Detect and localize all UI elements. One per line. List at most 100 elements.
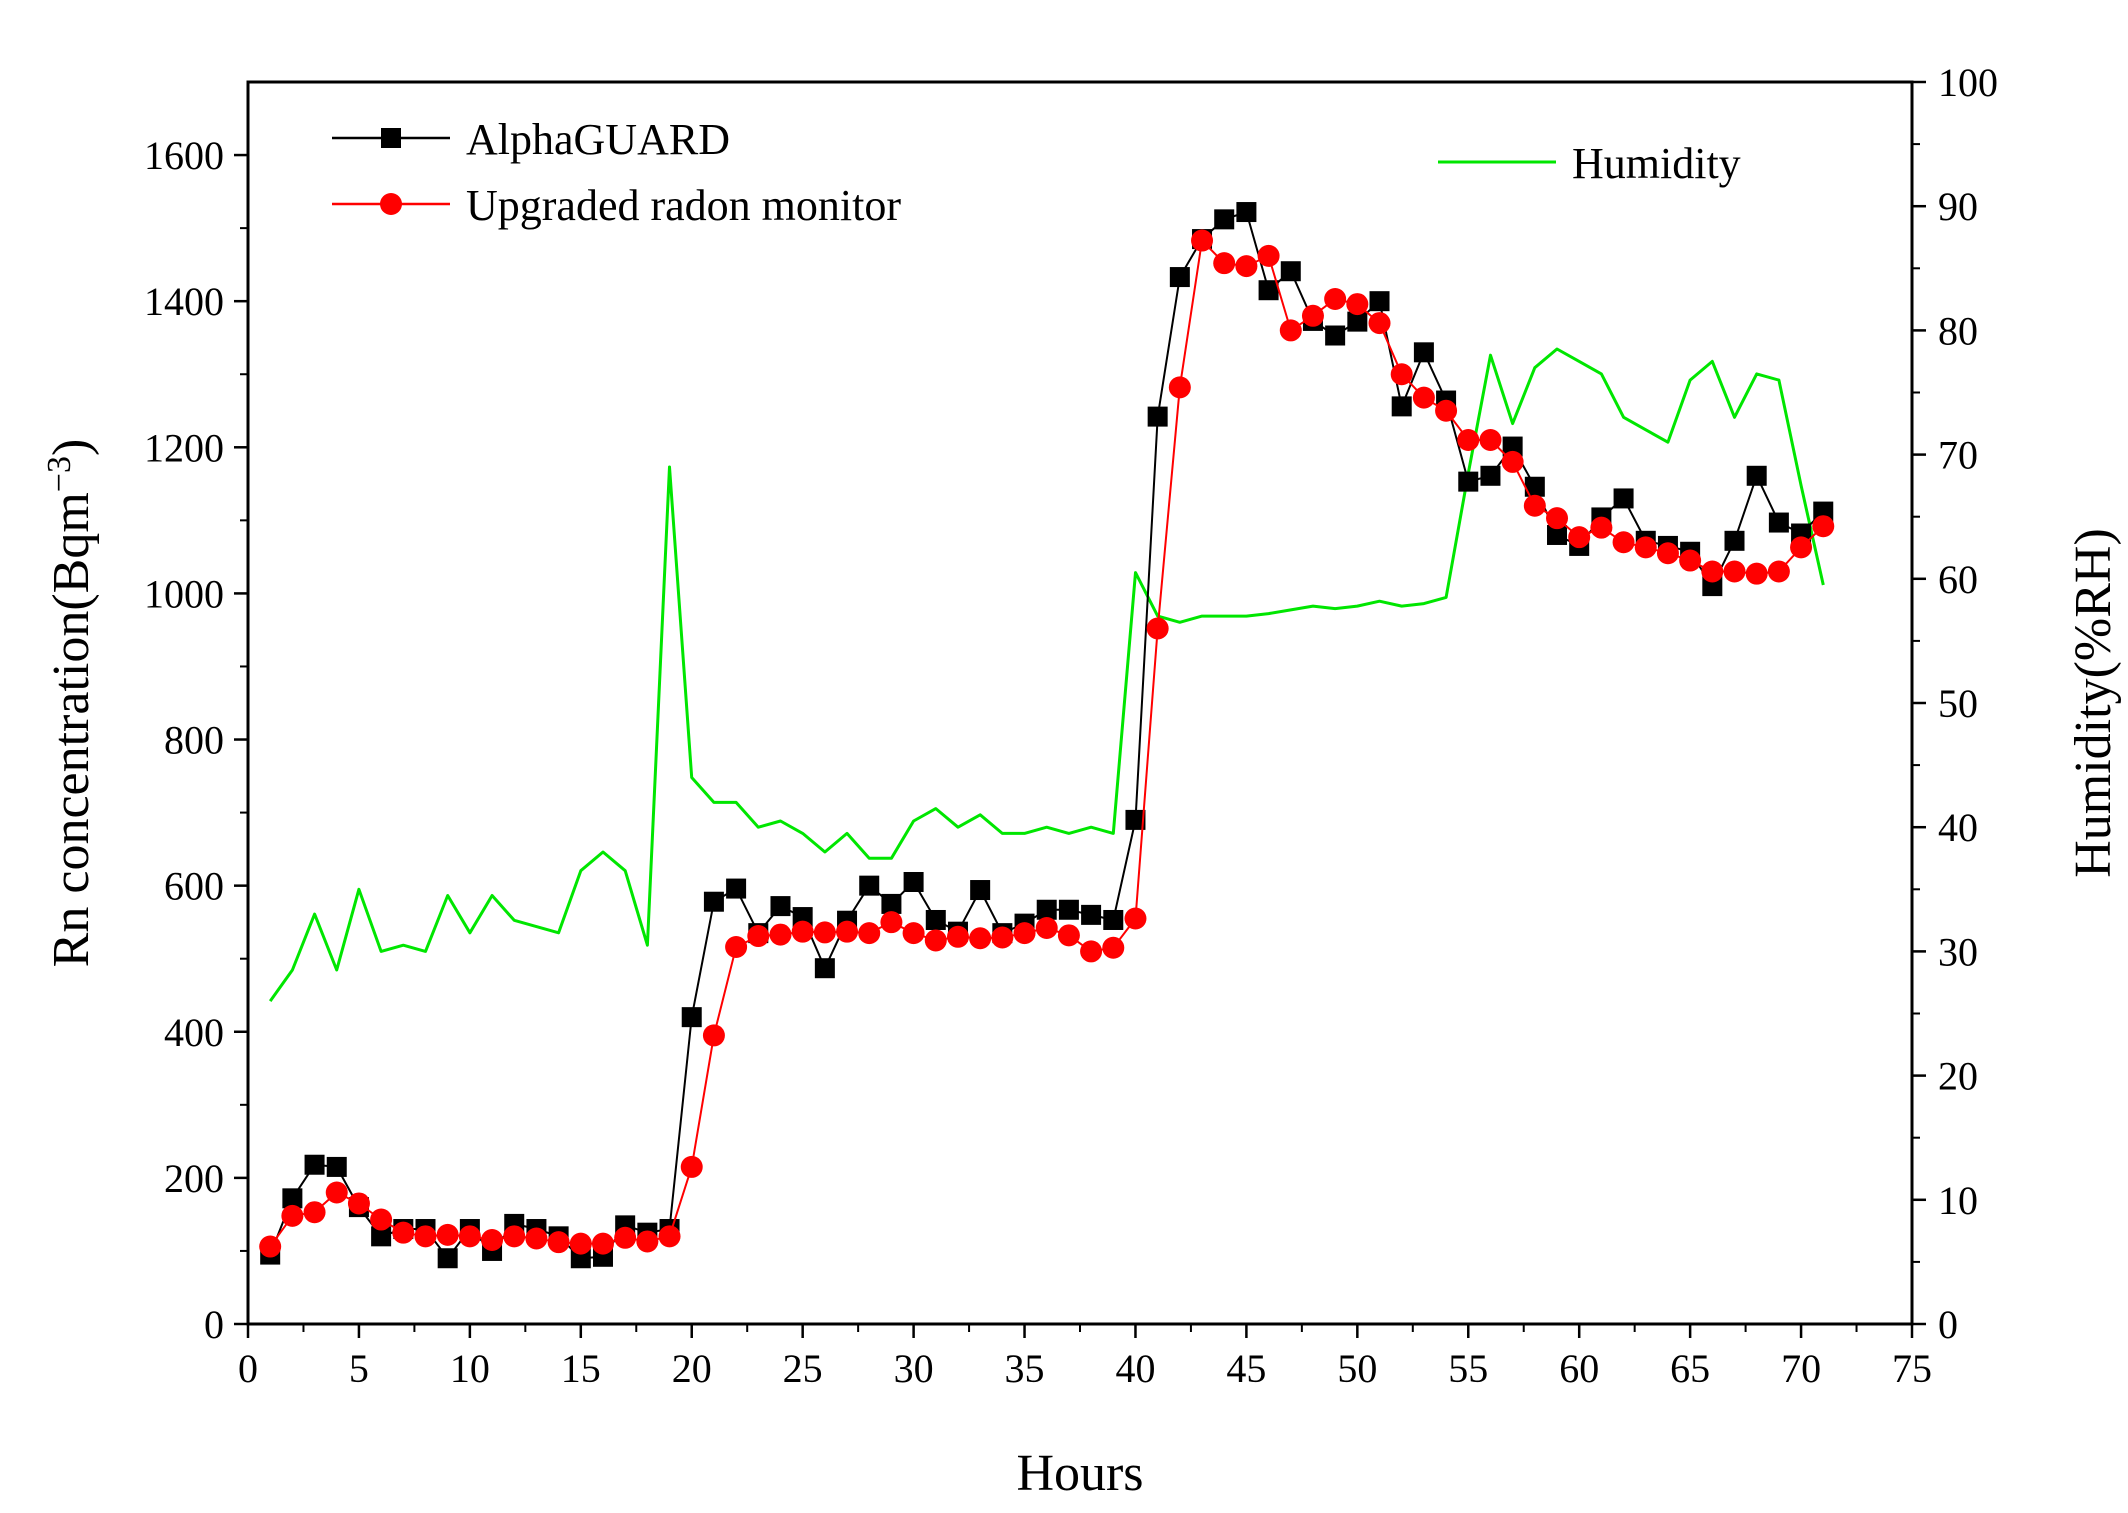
upgraded-monitor-point <box>813 921 836 944</box>
y-right-tick-label: 100 <box>1938 60 1998 105</box>
alphaguard-point <box>371 1226 392 1247</box>
upgraded-monitor-point <box>1080 940 1103 963</box>
upgraded-monitor-point <box>525 1227 548 1250</box>
alphaguard-point <box>1214 209 1235 230</box>
upgraded-monitor-point <box>392 1221 415 1244</box>
series-humidity <box>268 347 1825 1002</box>
legend-upgraded-marker <box>380 193 402 215</box>
right-y-axis-ticks: 0 10 20 30 40 50 60 70 80 90 100 <box>1912 60 1998 1347</box>
alphaguard-point <box>703 891 724 912</box>
upgraded-monitor-point <box>991 926 1014 949</box>
upgraded-monitor-point <box>1168 376 1191 399</box>
alphaguard-point <box>1369 291 1390 312</box>
alphaguard-point <box>1103 909 1124 930</box>
alphaguard-point <box>282 1188 303 1209</box>
y-right-tick-label: 80 <box>1938 308 1978 353</box>
alphaguard-point <box>1347 311 1368 332</box>
x-axis-title: Hours <box>1016 1445 1143 1502</box>
upgraded-monitor-point <box>636 1230 659 1253</box>
y-left-tick-label: 1400 <box>144 279 224 324</box>
upgraded-monitor-point <box>325 1181 348 1204</box>
alphaguard-point <box>1236 202 1257 223</box>
legend: AlphaGUARD Upgraded radon monitor Humidi… <box>332 115 1741 230</box>
upgraded-monitor-point <box>1612 531 1635 554</box>
alphaguard-point <box>859 875 880 896</box>
alphaguard-point <box>925 909 946 930</box>
alphaguard-point <box>681 1007 702 1028</box>
y-right-tick-label: 70 <box>1938 433 1978 478</box>
alphaguard-point <box>1502 436 1523 457</box>
upgraded-monitor-point <box>791 920 814 943</box>
upgraded-monitor-point <box>1035 917 1058 940</box>
right-y-axis-title: Humidity(%RH) <box>2065 528 2122 878</box>
alphaguard-point <box>814 958 835 979</box>
x-tick-label: 75 <box>1892 1346 1932 1391</box>
alphaguard-point <box>770 896 791 917</box>
left-y-axis-title-exponent: −3 <box>41 456 78 492</box>
upgraded-monitor-point <box>1146 617 1169 640</box>
upgraded-monitor-point <box>1568 526 1591 549</box>
upgraded-monitor-point <box>1191 229 1214 252</box>
upgraded-monitor-point <box>658 1225 681 1248</box>
x-tick-label: 10 <box>450 1346 490 1391</box>
upgraded-monitor-point <box>1679 549 1702 572</box>
y-left-tick-label: 1600 <box>144 133 224 178</box>
alphaguard-point <box>1125 809 1146 830</box>
y-right-tick-label: 40 <box>1938 805 1978 850</box>
alphaguard-point <box>903 871 924 892</box>
left-y-axis-ticks: 0 200 400 600 800 1000 1200 1400 1600 <box>144 133 248 1347</box>
upgraded-monitor-point <box>1346 293 1369 316</box>
alphaguard-point <box>1036 899 1057 920</box>
upgraded-monitor-point <box>481 1228 504 1251</box>
upgraded-monitor-point <box>946 925 969 948</box>
alphaguard-point <box>1613 488 1634 509</box>
upgraded-monitor-point <box>503 1225 526 1248</box>
alphaguard-point <box>326 1156 347 1177</box>
alphaguard-point <box>881 893 902 914</box>
y-right-tick-label: 60 <box>1938 557 1978 602</box>
upgraded-monitor-point <box>1368 312 1391 335</box>
upgraded-monitor-point <box>680 1155 703 1178</box>
upgraded-monitor-point <box>1701 560 1724 583</box>
upgraded-monitor-point <box>858 922 881 945</box>
left-y-axis-title-main: Rn concentration(Bqm <box>43 492 100 967</box>
alphaguard-point <box>1391 396 1412 417</box>
upgraded-monitor-point <box>702 1024 725 1047</box>
upgraded-monitor-point <box>1324 287 1347 310</box>
y-right-tick-label: 50 <box>1938 681 1978 726</box>
y-left-tick-label: 600 <box>164 864 224 909</box>
alphaguard-point <box>1480 465 1501 486</box>
y-left-tick-label: 1200 <box>144 425 224 470</box>
alphaguard-point <box>1169 267 1190 288</box>
x-tick-label: 70 <box>1781 1346 1821 1391</box>
upgraded-monitor-point <box>281 1204 304 1227</box>
upgraded-monitor-point <box>1435 399 1458 422</box>
alphaguard-point <box>1524 476 1545 497</box>
y-right-tick-label: 0 <box>1938 1302 1958 1347</box>
x-tick-label: 60 <box>1559 1346 1599 1391</box>
upgraded-monitor-point <box>1723 560 1746 583</box>
upgraded-monitor-point <box>1213 252 1236 275</box>
upgraded-monitor-point <box>1390 363 1413 386</box>
legend-upgraded-label: Upgraded radon monitor <box>466 181 901 230</box>
alphaguard-point <box>1724 530 1745 551</box>
y-right-tick-label: 20 <box>1938 1054 1978 1099</box>
upgraded-monitor-point <box>969 927 992 950</box>
upgraded-monitor-point <box>458 1225 481 1248</box>
alphaguard-point <box>1458 471 1479 492</box>
y-right-tick-label: 30 <box>1938 929 1978 974</box>
x-tick-label: 65 <box>1670 1346 1710 1391</box>
alphaguard-point <box>726 878 747 899</box>
alphaguard-point <box>437 1248 458 1269</box>
y-right-tick-label: 90 <box>1938 184 1978 229</box>
upgraded-monitor-point <box>1501 450 1524 473</box>
alphaguard-point <box>1147 406 1168 427</box>
upgraded-monitor-point <box>747 925 770 948</box>
upgraded-monitor-point <box>370 1208 393 1231</box>
alphaguard-point <box>1280 261 1301 282</box>
upgraded-monitor-point <box>1479 428 1502 451</box>
upgraded-monitor-point <box>1812 515 1835 538</box>
y-right-tick-label: 10 <box>1938 1178 1978 1223</box>
left-y-axis-title-close: ) <box>43 439 100 456</box>
